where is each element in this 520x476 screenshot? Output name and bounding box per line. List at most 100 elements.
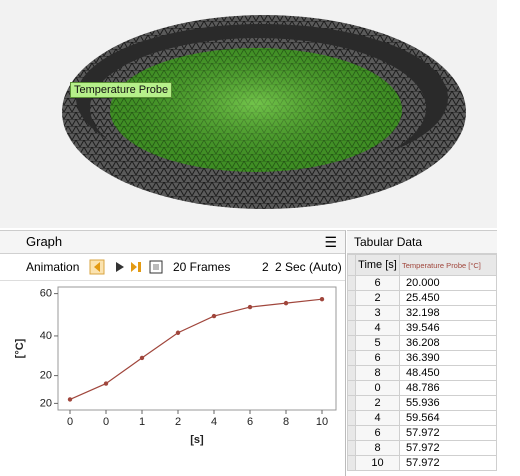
frames-label[interactable]: 20 Frames (173, 260, 231, 274)
tabular-panel: Tabular Data Time [s] Temperature Probe … (347, 230, 497, 476)
table-row[interactable]: 8 57.972 (347, 440, 497, 456)
panel-title: Graph (26, 234, 63, 249)
time-cell: 6 (355, 425, 400, 441)
time-cell: 3 (355, 305, 400, 321)
animation-label: Animation (26, 260, 80, 274)
row-index (347, 380, 356, 396)
value-cell: 25.450 (399, 290, 497, 306)
y-tick-label: 60 (40, 288, 52, 300)
row-index (347, 455, 356, 471)
time-cell: 8 (355, 440, 400, 456)
data-point (103, 381, 109, 386)
table-row[interactable]: 6 20.000 (347, 275, 497, 291)
table-row[interactable]: 4 39.546 (347, 320, 497, 336)
toolbar: Animation 20 Frames 2 2 Sec (Auto) (0, 254, 345, 281)
frames-button[interactable] (148, 259, 164, 275)
rewind-button[interactable] (89, 259, 105, 275)
x-tick-label: 6 (247, 416, 253, 428)
table-row[interactable]: 2 25.450 (347, 290, 497, 306)
table-row[interactable]: 5 36.208 (347, 335, 497, 351)
x-tick-label: 2 (175, 416, 181, 428)
table-row[interactable]: 3 32.198 (347, 305, 497, 321)
probe-label[interactable]: Temperature Probe (70, 82, 173, 98)
x-tick-label: 8 (283, 416, 289, 428)
time-cell: 4 (355, 320, 400, 336)
row-index (347, 365, 356, 381)
time-cell: 4 (355, 410, 400, 426)
value-cell: 57.972 (399, 440, 497, 456)
time-cell: 8 (355, 365, 400, 381)
table-row[interactable]: 6 57.972 (347, 425, 497, 441)
index-header (347, 254, 356, 276)
value-cell: 59.564 (399, 410, 497, 426)
row-index (347, 335, 356, 351)
value-cell: 36.390 (399, 350, 497, 366)
value-cell: 48.786 (399, 380, 497, 396)
duration-label[interactable]: 2 Sec (Auto) (275, 260, 342, 274)
data-point (67, 397, 73, 402)
row-index (347, 275, 356, 291)
end-button[interactable] (128, 259, 144, 275)
y-axis-label: [°C] (14, 338, 26, 358)
table-row[interactable]: 8 48.450 (347, 365, 497, 381)
table-row[interactable]: 4 59.564 (347, 410, 497, 426)
time-cell: 6 (355, 275, 400, 291)
row-index (347, 395, 356, 411)
data-point (175, 330, 181, 335)
data-point (283, 300, 289, 306)
data-point (319, 296, 325, 302)
row-index (347, 305, 356, 321)
row-index (347, 290, 356, 306)
model-view (62, 15, 466, 209)
x-tick-label: 1 (139, 416, 145, 428)
row-index (347, 320, 356, 336)
value-cell: 55.936 (399, 395, 497, 411)
menu-button[interactable]: ☰ (324, 234, 337, 250)
play-button[interactable] (112, 259, 128, 275)
chart: 60 40 20 20 0 0 1 2 4 6 8 10 [s] [°C] (14, 286, 337, 446)
data-point (139, 355, 145, 361)
time-cell: 6 (355, 350, 400, 366)
row-index (347, 350, 356, 366)
value-cell: 57.972 (399, 455, 497, 471)
x-tick-label: 0 (103, 416, 109, 428)
3d-viewport: Temperature Probe (0, 0, 497, 228)
table-row[interactable]: 2 55.936 (347, 395, 497, 411)
data-point (247, 304, 253, 310)
y-tick-label: 20 (40, 370, 52, 382)
time-cell: 5 (355, 335, 400, 351)
y-tick-label: 40 (40, 330, 52, 342)
header-row: Time [s] Temperature Probe [°C] (347, 254, 497, 276)
plot-area (57, 286, 337, 411)
data-line (69, 298, 323, 400)
table-row[interactable]: 10 57.972 (347, 455, 497, 471)
time-cell: 2 (355, 395, 400, 411)
value-cell: 36.208 (399, 335, 497, 351)
value-cell: 39.546 (399, 320, 497, 336)
value-cell: 32.198 (399, 305, 497, 321)
x-tick-label: 10 (316, 416, 328, 428)
value-cell: 20.000 (399, 275, 497, 291)
x-tick-label: 0 (67, 416, 73, 428)
table-body: 6 20.000 2 25.450 3 32.198 4 39.546 5 36.208 6 36.3… (347, 275, 497, 471)
x-axis-label: [s] (190, 434, 204, 446)
step-label: 2 (262, 260, 269, 274)
value-cell: 48.450 (399, 365, 497, 381)
time-cell: 0 (355, 380, 400, 396)
graph-header: Graph ☰ (0, 231, 345, 254)
table-row[interactable]: 6 36.390 (347, 350, 497, 366)
x-tick-label: 4 (211, 416, 217, 428)
panel-title: Tabular Data (347, 231, 497, 254)
column-header: Time [s] (355, 254, 400, 276)
value-cell: 57.972 (399, 425, 497, 441)
row-index (347, 440, 356, 456)
time-cell: 10 (355, 455, 400, 471)
data-point (211, 313, 217, 319)
column-header: Temperature Probe [°C] (399, 254, 497, 276)
row-index (347, 425, 356, 441)
data-table: Time [s] Temperature Probe [°C] 6 20.000 2… (347, 254, 497, 471)
row-index (347, 410, 356, 426)
time-cell: 2 (355, 290, 400, 306)
table-row[interactable]: 0 48.786 (347, 380, 497, 396)
